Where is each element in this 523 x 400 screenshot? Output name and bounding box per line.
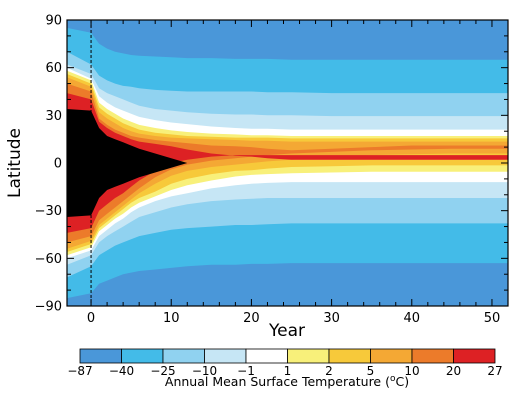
y-tick-label: −30 bbox=[35, 204, 62, 219]
colorbar-label: −40 bbox=[109, 364, 134, 378]
x-tick-label: 50 bbox=[484, 311, 501, 326]
x-axis: 0 10 20 30 40 50 bbox=[87, 20, 500, 326]
x-tick-label: 0 bbox=[87, 311, 95, 326]
y-tick-label: 90 bbox=[45, 14, 62, 29]
colorbar-label: 1 bbox=[284, 364, 292, 378]
colorbar-title-degree: o bbox=[390, 374, 396, 384]
y-axis-title: Latitude bbox=[5, 128, 25, 198]
y-tick-label: −60 bbox=[35, 252, 62, 267]
x-tick-label: 40 bbox=[404, 311, 421, 326]
colorbar-title-unit: C) bbox=[396, 374, 410, 389]
colorbar-swatch bbox=[204, 348, 247, 364]
y-tick-label: 60 bbox=[45, 61, 62, 76]
colorbar-label: 5 bbox=[367, 364, 375, 378]
x-tick-label: 10 bbox=[163, 311, 180, 326]
y-tick-label: −90 bbox=[35, 300, 62, 315]
colorbar-title: Annual Mean Surface Temperature (oC) bbox=[165, 374, 409, 389]
y-axis: 90 60 30 0 −30 −60 −90 bbox=[35, 14, 508, 315]
colorbar-label: 2 bbox=[325, 364, 333, 378]
y-tick-label: 0 bbox=[54, 157, 62, 172]
colorbar-swatch bbox=[162, 348, 205, 364]
colorbar: −87 −40 −25 −10 −1 1 2 5 10 20 27 bbox=[67, 348, 503, 378]
colorbar-swatch bbox=[287, 348, 330, 364]
colorbar-swatch bbox=[411, 348, 454, 364]
colorbar-swatch bbox=[79, 348, 122, 364]
contour-band-6 bbox=[67, 74, 508, 252]
colorbar-label: −10 bbox=[192, 364, 217, 378]
contour-bands bbox=[67, 20, 508, 306]
x-tick-label: 20 bbox=[243, 311, 260, 326]
colorbar-label: −87 bbox=[67, 364, 92, 378]
colorbar-swatch bbox=[245, 348, 288, 364]
colorbar-label: 10 bbox=[404, 364, 419, 378]
colorbar-label: −1 bbox=[237, 364, 255, 378]
x-axis-title: Year bbox=[268, 321, 305, 341]
colorbar-swatch bbox=[121, 348, 164, 364]
colorbar-swatch bbox=[370, 348, 413, 364]
colorbar-label: 20 bbox=[446, 364, 461, 378]
colorbar-label: −25 bbox=[150, 364, 175, 378]
colorbar-swatch bbox=[328, 348, 371, 364]
contour-band-10 bbox=[67, 109, 508, 217]
x-tick-label: 30 bbox=[323, 311, 340, 326]
colorbar-label: 27 bbox=[487, 364, 502, 378]
colorbar-swatch bbox=[453, 348, 496, 364]
y-tick-label: 30 bbox=[45, 109, 62, 124]
colorbar-title-main: Annual Mean Surface Temperature ( bbox=[165, 374, 390, 389]
